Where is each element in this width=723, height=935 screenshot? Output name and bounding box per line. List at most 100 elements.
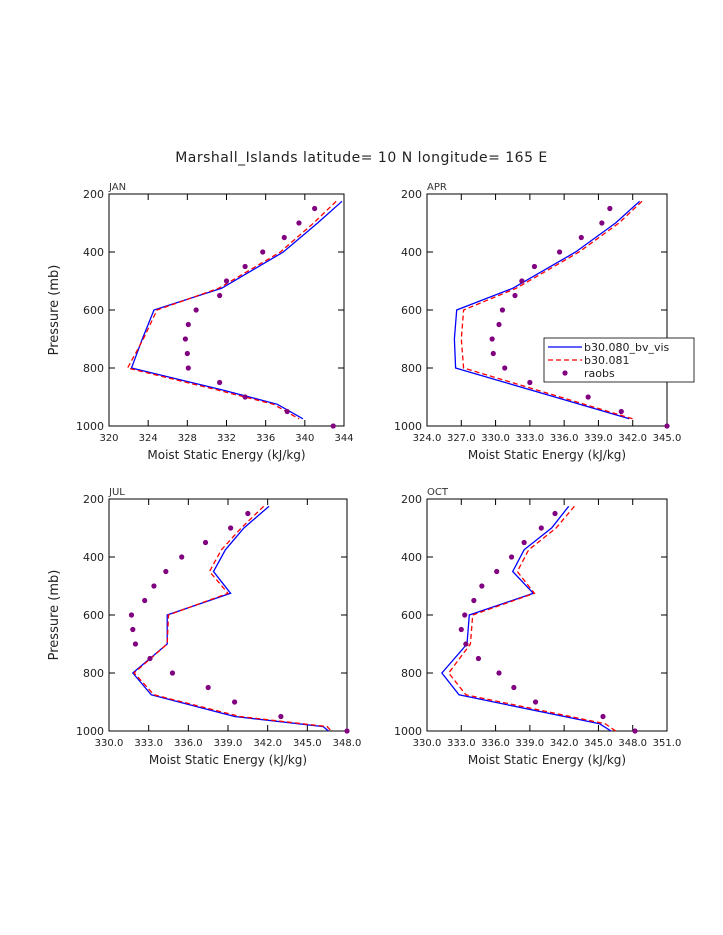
raobs-point — [278, 713, 284, 720]
y-tick-label: 400 — [401, 551, 422, 564]
y-tick-label: 600 — [401, 609, 422, 622]
x-tick-label: 342.0 — [253, 738, 282, 749]
raobs-point — [217, 292, 223, 299]
x-tick-label: 344 — [334, 433, 353, 444]
y-tick-label: 200 — [401, 493, 422, 506]
x-tick-label: 339.0 — [584, 433, 613, 444]
x-tick-label: 339.0 — [214, 738, 243, 749]
y-axis-label: Pressure (mb) — [47, 265, 62, 356]
raobs-point — [527, 379, 533, 386]
x-axis-label: Moist Static Energy (kJ/kg) — [149, 753, 307, 767]
raobs-point — [600, 713, 606, 720]
raobs-point — [519, 278, 525, 284]
raobs-point — [281, 234, 287, 241]
legend-marker — [562, 370, 568, 376]
x-tick-label: 340 — [295, 433, 314, 444]
legend-label: b30.080_bv_vis — [584, 341, 670, 354]
raobs-point — [578, 234, 584, 241]
raobs-point — [132, 641, 139, 647]
raobs-point — [494, 568, 500, 575]
x-tick-label: 330.0 — [95, 738, 124, 749]
x-tick-label: 348.0 — [618, 738, 647, 749]
y-tick-label: 200 — [83, 493, 104, 506]
raobs-point — [330, 423, 336, 429]
raobs-point — [185, 321, 191, 328]
raobs-point — [463, 641, 469, 647]
x-tick-label: 324 — [139, 433, 158, 444]
panel-label: JUL — [108, 487, 125, 498]
raobs-point — [205, 684, 211, 691]
raobs-point — [193, 307, 199, 313]
raobs-point — [260, 249, 266, 255]
figure-title: Marshall_Islands latitude= 10 N longitud… — [175, 150, 548, 166]
panel-apr: APR 324.0 327.0 330.0 333.0 336.0 339.0 342.0 34… — [394, 182, 681, 462]
y-tick-label: 800 — [83, 667, 104, 680]
x-tick-label: 324.0 — [413, 433, 442, 444]
x-tick-label: 336.0 — [174, 738, 203, 749]
panels-group: JAN 320 324 328 332 336 340 344 200 400 600 800 1000… — [47, 182, 681, 767]
x-axis-label: Moist Static Energy (kJ/kg) — [147, 448, 305, 462]
raobs-point — [502, 365, 508, 371]
raobs-point — [552, 510, 558, 517]
panel-oct: OCT 330.0 333.0 336.0 339.0 342.0 345.0 348.0 35… — [394, 487, 681, 767]
y-tick-label: 400 — [401, 246, 422, 259]
x-tick-label: 320 — [99, 433, 118, 444]
raobs-point — [490, 350, 496, 357]
y-tick-label: 600 — [83, 304, 104, 317]
raobs-point — [607, 205, 613, 212]
raobs-point — [489, 336, 495, 342]
x-tick-label: 327.0 — [447, 433, 476, 444]
plot-frame — [108, 498, 348, 732]
raobs-point — [232, 699, 238, 705]
y-tick-label: 200 — [401, 188, 422, 201]
y-tick-label: 600 — [83, 609, 104, 622]
raobs-point — [185, 365, 191, 371]
y-tick-label: 800 — [401, 667, 422, 680]
x-tick-label: 345.0 — [584, 738, 613, 749]
raobs-point — [479, 583, 485, 589]
raobs-point — [184, 350, 190, 357]
panel-label: APR — [427, 182, 447, 193]
series-line-b30-081 — [460, 200, 643, 420]
x-tick-label: 333.0 — [134, 738, 163, 749]
raobs-point — [521, 539, 527, 546]
raobs-point — [556, 249, 563, 255]
raobs-point — [228, 525, 234, 531]
raobs-point — [128, 612, 135, 618]
x-tick-label: 332 — [217, 433, 236, 444]
y-tick-label: 400 — [83, 246, 104, 259]
legend-label: b30.081 — [584, 354, 629, 367]
raobs-point — [142, 597, 148, 604]
raobs-point — [242, 263, 248, 270]
x-tick-label: 330.0 — [413, 738, 442, 749]
raobs-point — [223, 278, 230, 284]
raobs-point — [496, 670, 502, 676]
raobs-point — [344, 728, 350, 734]
raobs-point — [471, 597, 477, 604]
raobs-point — [538, 525, 544, 531]
series-raobs — [182, 205, 336, 429]
raobs-point — [618, 408, 624, 415]
x-tick-label: 351.0 — [653, 738, 682, 749]
y-tick-label: 1000 — [394, 420, 422, 433]
x-tick-label: 345.0 — [293, 738, 322, 749]
x-tick-label: 336 — [256, 433, 275, 444]
series-raobs — [458, 510, 638, 734]
series-line-b30-080 — [441, 505, 612, 732]
raobs-point — [296, 220, 302, 226]
x-tick-label: 333.0 — [516, 433, 545, 444]
raobs-point — [202, 539, 209, 546]
series-line-b30-081 — [133, 505, 332, 732]
series-line-b30-081 — [126, 200, 337, 420]
raobs-point — [242, 394, 248, 400]
legend-label: raobs — [584, 367, 615, 380]
y-tick-label: 1000 — [76, 725, 104, 738]
raobs-point — [169, 670, 176, 676]
raobs-point — [458, 626, 464, 633]
raobs-point — [508, 554, 515, 560]
raobs-point — [512, 292, 518, 299]
x-tick-label: 342.0 — [550, 738, 579, 749]
panel-jan: JAN 320 324 328 332 336 340 344 200 400 600 800 1000… — [47, 182, 354, 462]
